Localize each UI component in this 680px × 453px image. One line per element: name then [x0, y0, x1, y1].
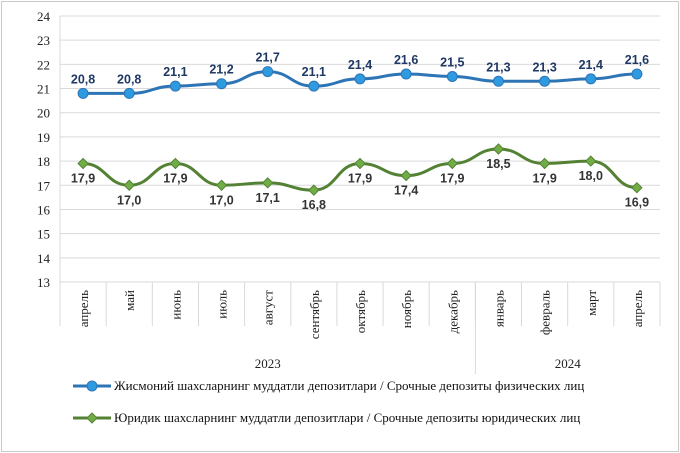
data-label: 17,9	[532, 172, 556, 186]
data-point	[77, 87, 89, 99]
data-label: 21,1	[163, 65, 187, 79]
y-tick-label: 23	[37, 33, 50, 48]
legend-blue-circle-icon	[73, 380, 111, 392]
data-point	[216, 78, 228, 90]
data-point	[538, 157, 551, 170]
data-label: 17,9	[348, 172, 372, 186]
x-tick-label: февраль	[538, 290, 553, 335]
data-label: 17,9	[163, 172, 187, 186]
legend-item-individuals: Жисмоний шахсларнинг муддатли депозитлар…	[73, 378, 584, 394]
x-group-label: 2023	[255, 356, 281, 371]
y-tick-label: 18	[37, 154, 50, 169]
x-tick-label: март	[584, 290, 599, 316]
data-point	[354, 157, 366, 170]
x-tick-label: январь	[491, 290, 506, 327]
x-tick-label: сентябрь	[307, 290, 322, 339]
data-label: 21,1	[302, 65, 326, 79]
data-point	[585, 155, 597, 167]
x-tick-label: май	[122, 290, 137, 311]
data-label: 21,5	[440, 55, 464, 69]
data-label: 16,9	[625, 196, 649, 210]
x-tick-label: октябрь	[353, 290, 368, 333]
legend-label: Жисмоний шахсларнинг муддатли депозитлар…	[114, 378, 585, 393]
x-tick-label: июнь	[168, 290, 183, 320]
data-point	[169, 157, 182, 170]
data-point	[492, 75, 504, 87]
data-label: 21,7	[256, 51, 280, 65]
x-group-label: 2024	[555, 356, 582, 371]
x-tick-label: июль	[215, 290, 230, 319]
data-label: 21,6	[394, 53, 418, 67]
data-point	[308, 80, 320, 92]
data-point	[400, 68, 412, 80]
data-label: 20,8	[117, 72, 141, 86]
y-tick-label: 24	[37, 9, 51, 24]
data-point	[262, 66, 274, 78]
x-tick-label: декабрь	[445, 290, 460, 333]
data-label: 17,9	[440, 172, 464, 186]
x-tick-label: апрель	[76, 290, 91, 327]
data-label: 17,9	[71, 172, 95, 186]
data-point	[354, 73, 366, 85]
data-point	[215, 179, 228, 191]
data-point	[123, 87, 135, 99]
data-label: 17,0	[117, 193, 141, 207]
data-label: 21,3	[486, 60, 510, 74]
legend-item-legal-entities: Юридик шахсларнинг муддатли депозитлари …	[73, 410, 580, 426]
data-point	[169, 80, 181, 92]
data-point	[492, 143, 505, 155]
y-tick-label: 13	[37, 275, 50, 290]
y-tick-label: 20	[37, 106, 50, 121]
y-tick-label: 21	[37, 82, 50, 97]
data-label: 17,4	[394, 184, 418, 198]
y-tick-label: 17	[37, 178, 51, 193]
data-point	[539, 75, 551, 87]
x-tick-label: август	[261, 290, 276, 326]
data-label: 21,3	[532, 60, 556, 74]
data-point	[631, 68, 643, 80]
data-label: 21,2	[209, 63, 233, 77]
data-point	[123, 179, 135, 191]
x-tick-label: ноябрь	[399, 290, 414, 328]
data-label: 17,0	[209, 193, 233, 207]
legend-green-diamond-icon	[73, 412, 111, 424]
y-tick-label: 15	[37, 227, 50, 242]
data-point	[446, 70, 458, 82]
data-point	[400, 169, 412, 182]
data-label: 16,8	[302, 198, 326, 212]
data-point	[308, 184, 320, 196]
x-tick-label: апрель	[630, 290, 645, 327]
y-tick-label: 19	[37, 130, 50, 145]
data-label: 21,4	[348, 58, 372, 72]
data-label: 18,0	[579, 169, 603, 183]
data-point	[585, 73, 597, 85]
data-label: 18,5	[486, 157, 510, 171]
data-point	[446, 157, 459, 170]
data-point	[631, 181, 643, 194]
legend-label: Юридик шахсларнинг муддатли депозитлари …	[114, 410, 581, 425]
data-point	[77, 157, 89, 170]
data-label: 20,8	[71, 72, 95, 86]
y-tick-label: 14	[37, 251, 51, 266]
data-label: 21,4	[579, 58, 603, 72]
data-point	[261, 177, 274, 189]
y-tick-label: 16	[37, 202, 51, 217]
y-tick-label: 22	[37, 57, 50, 72]
data-label: 21,6	[625, 53, 649, 67]
data-label: 17,1	[256, 191, 280, 205]
